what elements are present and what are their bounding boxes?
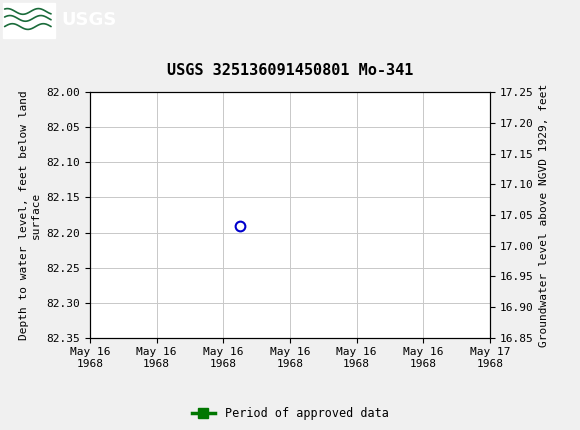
Y-axis label: Groundwater level above NGVD 1929, feet: Groundwater level above NGVD 1929, feet — [539, 83, 549, 347]
Text: USGS 325136091450801 Mo-341: USGS 325136091450801 Mo-341 — [167, 63, 413, 77]
Y-axis label: Depth to water level, feet below land
surface: Depth to water level, feet below land su… — [19, 90, 41, 340]
FancyBboxPatch shape — [3, 3, 55, 37]
Text: USGS: USGS — [61, 12, 116, 29]
Legend: Period of approved data: Period of approved data — [187, 402, 393, 425]
